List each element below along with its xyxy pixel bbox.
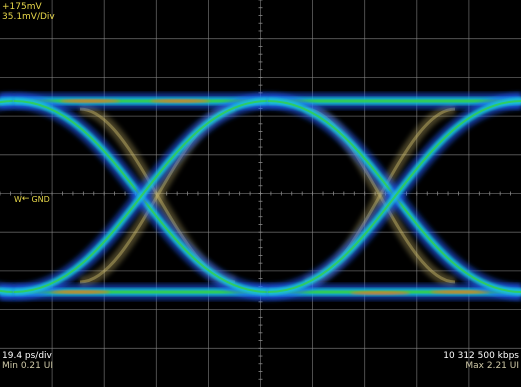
ground-marker: W ← GND — [14, 194, 50, 204]
eye-trace-band — [0, 97, 15, 106]
offset-readout: +175mV — [2, 2, 42, 12]
ghost-trace-core — [79, 107, 236, 284]
eye-trace-core — [0, 289, 15, 293]
left-arrow-icon: ← — [21, 194, 30, 204]
eye-trace-core — [0, 100, 15, 104]
ground-label: GND — [31, 194, 50, 204]
ghost-trace-core — [304, 107, 456, 284]
bitrate-readout-block: 10 312 500 kbps Max 2.21 UI — [443, 351, 519, 371]
vertical-readout: +175mV 35.1mV/Div — [2, 2, 55, 22]
timebase-readout-block: 19.4 ps/div Min 0.21 UI — [2, 351, 53, 371]
rail-hotspot — [150, 99, 210, 103]
rail-hotspot — [50, 290, 110, 294]
rail-hotspot — [430, 290, 490, 294]
rail-hotspot — [60, 99, 120, 103]
eye-trace-glow — [0, 93, 15, 111]
max-ui-readout: Max 2.21 UI — [465, 361, 519, 371]
eye-traces — [0, 93, 521, 300]
eye-trace-core — [13, 100, 269, 293]
eye-trace-glow — [0, 282, 15, 300]
bitrate-readout: 10 312 500 kbps — [443, 351, 519, 361]
ground-channel: W — [14, 194, 22, 204]
min-ui-readout: Min 0.21 UI — [2, 361, 53, 371]
rail-hotspot — [350, 291, 410, 295]
scale-readout: 35.1mV/Div — [2, 12, 55, 22]
eye-trace-band — [0, 287, 15, 296]
eye-trace-core — [267, 100, 521, 293]
timebase-readout: 19.4 ps/div — [2, 351, 52, 361]
